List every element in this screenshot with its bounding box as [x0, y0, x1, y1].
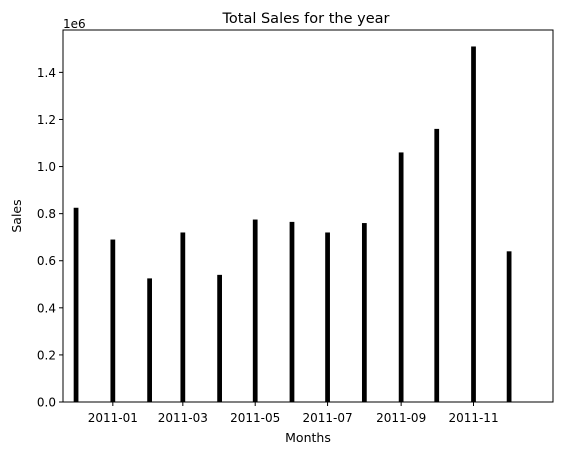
bar [73, 207, 79, 402]
y-axis-label: Sales [9, 199, 24, 232]
bar [434, 128, 440, 402]
bar [217, 274, 222, 402]
bar [325, 232, 330, 402]
y-axis-offset-label: 1e6 [63, 17, 86, 31]
bar [252, 219, 258, 402]
bar [289, 221, 295, 402]
bar [180, 232, 186, 402]
y-tick-label: 1.4 [37, 66, 56, 80]
x-tick-label: 2011-11 [448, 411, 498, 425]
bar [506, 251, 512, 402]
x-axis-label: Months [285, 430, 331, 445]
x-tick-label: 2011-07 [303, 411, 353, 425]
bar [471, 46, 476, 402]
x-tick-label: 2011-05 [230, 411, 280, 425]
bar [147, 278, 152, 402]
x-tick-label: 2011-09 [376, 411, 426, 425]
x-tick-label: 2011-01 [88, 411, 138, 425]
y-axis-ticks: 0.0 0.2 0.4 0.6 0.8 1.0 1.2 1.4 [37, 66, 63, 410]
chart-title: Total Sales for the year [222, 11, 390, 27]
bar [110, 239, 116, 402]
x-tick-label: 2011-03 [158, 411, 208, 425]
y-tick-label: 1.2 [37, 113, 56, 127]
bar [398, 152, 404, 402]
plot-frame [62, 29, 554, 403]
y-tick-label: 0.8 [37, 207, 56, 221]
y-tick-label: 0.4 [37, 301, 56, 315]
y-tick-label: 0.2 [37, 348, 56, 362]
bars [73, 46, 512, 402]
bar [361, 223, 367, 402]
x-axis-ticks: 2011-01 2011-03 2011-05 2011-07 2011-09 2011-… [88, 402, 499, 425]
y-tick-label: 0.0 [37, 396, 56, 410]
y-tick-label: 1.0 [37, 160, 56, 174]
y-tick-label: 0.6 [37, 254, 56, 268]
